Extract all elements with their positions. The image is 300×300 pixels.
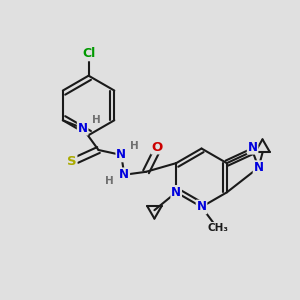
Text: N: N bbox=[116, 148, 126, 161]
Text: N: N bbox=[78, 122, 88, 135]
Text: H: H bbox=[105, 176, 114, 186]
Text: N: N bbox=[254, 161, 263, 174]
Text: S: S bbox=[67, 155, 76, 168]
Text: N: N bbox=[196, 200, 206, 214]
Text: Cl: Cl bbox=[82, 47, 95, 60]
Text: CH₃: CH₃ bbox=[208, 223, 229, 233]
Text: N: N bbox=[119, 168, 129, 181]
Text: H: H bbox=[92, 115, 101, 125]
Text: O: O bbox=[151, 140, 163, 154]
Text: N: N bbox=[171, 186, 181, 199]
Text: N: N bbox=[248, 141, 258, 154]
Text: H: H bbox=[130, 141, 139, 151]
